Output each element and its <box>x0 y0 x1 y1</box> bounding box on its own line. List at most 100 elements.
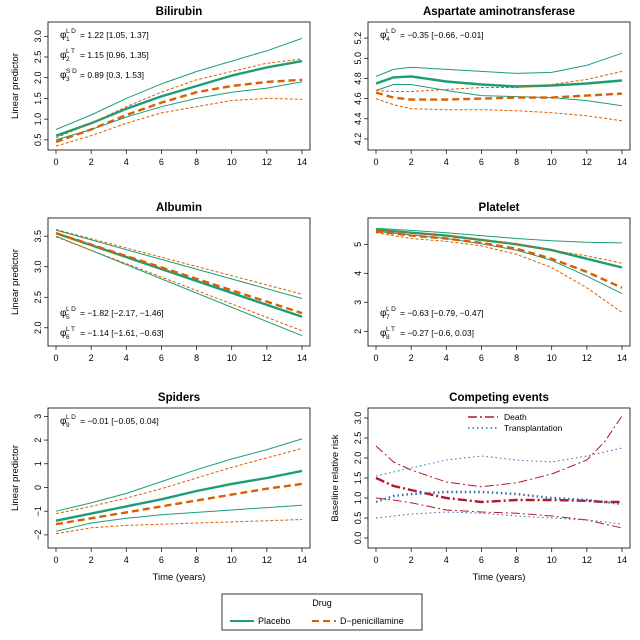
x-tick-label: 14 <box>297 555 307 565</box>
series-line-dpen-lower <box>55 236 303 332</box>
x-tick-label: 14 <box>617 157 627 167</box>
y-tick-label: 0.5 <box>33 134 43 147</box>
x-tick-label: 14 <box>297 353 307 363</box>
series-line-placebo-estimate <box>375 75 623 88</box>
x-tick-label: 12 <box>582 157 592 167</box>
x-tick-label: 2 <box>409 555 414 565</box>
series-line-dpen-upper <box>55 447 303 515</box>
y-tick-label: 3.5 <box>33 230 43 243</box>
annotation-superscript: L T <box>66 326 75 333</box>
x-tick-label: 8 <box>194 353 199 363</box>
x-tick-label: 2 <box>409 353 414 363</box>
series-line-dpen-lower <box>375 98 623 122</box>
x-tick-label: 14 <box>617 555 627 565</box>
series-line-placebo-upper <box>55 438 303 512</box>
x-tick-label: 6 <box>479 157 484 167</box>
y-tick-label: 3 <box>353 300 363 305</box>
plot-frame <box>47 21 311 151</box>
annotation-superscript: L T <box>386 326 395 333</box>
x-tick-label: 2 <box>409 157 414 167</box>
y-tick-label: 2.0 <box>33 322 43 335</box>
annotation-symbol: φ <box>60 416 67 427</box>
series-line-dpen-estimate <box>55 482 303 526</box>
y-tick-label: 5 <box>353 242 363 247</box>
annotation-symbol: φ <box>60 50 67 61</box>
annotation-subscript: 6 <box>66 334 70 341</box>
annotation-text: = 0.89 [0.3, 1.53] <box>80 70 144 80</box>
x-tick-label: 8 <box>194 157 199 167</box>
legend-box <box>221 593 423 631</box>
x-tick-label: 10 <box>547 555 557 565</box>
annotation-subscript: 2 <box>66 56 70 63</box>
annotation-symbol: φ <box>60 30 67 41</box>
series-line-dpen-upper <box>55 229 303 295</box>
y-tick-label: 2.0 <box>353 452 363 465</box>
y-tick-label: 2.5 <box>33 291 43 304</box>
y-tick-label: 0.0 <box>353 532 363 545</box>
x-tick-label: 6 <box>159 157 164 167</box>
series-line-transplant-estimate <box>375 490 623 506</box>
x-axis-label: Time (years) <box>153 572 206 583</box>
y-tick-label: 2.5 <box>33 51 43 64</box>
series-line-placebo-estimate <box>55 59 303 137</box>
x-tick-label: 0 <box>373 555 378 565</box>
y-tick-label: 3.0 <box>353 412 363 425</box>
y-tick-label: 1.5 <box>33 92 43 105</box>
series-line-dpen-estimate <box>375 91 623 101</box>
annotation-symbol: φ <box>380 30 387 41</box>
annotation-subscript: 8 <box>386 334 390 341</box>
annotation-superscript: L T <box>66 48 75 55</box>
plot-frame <box>47 217 311 347</box>
y-tick-label: 0 <box>33 485 43 490</box>
annotation-text: = −0.35 [−0.66, −0.01] <box>400 30 484 40</box>
annotation-symbol: φ <box>380 328 387 339</box>
series-line-placebo-estimate <box>55 469 303 522</box>
x-tick-label: 0 <box>373 157 378 167</box>
annotation-text: = −0.63 [−0.79, −0.47] <box>400 308 484 318</box>
panel-title: Platelet <box>479 202 520 214</box>
legend-label-dpen: D−penicillamine <box>340 616 404 626</box>
annotation-symbol: φ <box>60 308 67 319</box>
y-tick-label: 0.5 <box>353 512 363 525</box>
annotation-superscript: L D <box>66 414 76 421</box>
series-line-placebo-upper <box>375 227 623 244</box>
x-tick-label: 10 <box>227 555 237 565</box>
legend-title: Drug <box>312 598 332 608</box>
y-tick-label: −2 <box>33 530 43 540</box>
x-tick-label: 8 <box>514 157 519 167</box>
drug-legend: Drug Placebo D−penicillamine <box>221 593 423 631</box>
annotation-subscript: 5 <box>66 314 70 321</box>
annotation-subscript: 9 <box>66 422 70 429</box>
x-tick-label: 2 <box>89 353 94 363</box>
annotation-text: = 1.15 [0.96, 1.35] <box>80 50 149 60</box>
series-line-dpen-estimate <box>55 78 303 144</box>
y-tick-label: 1.0 <box>353 492 363 505</box>
x-tick-label: 6 <box>159 353 164 363</box>
y-axis-label: Linear predictor <box>10 53 21 119</box>
y-tick-label: 2.5 <box>353 432 363 445</box>
annotation-text: = −0.01 [−0.05, 0.04] <box>80 416 159 426</box>
x-tick-label: 2 <box>89 157 94 167</box>
series-line-placebo-upper <box>55 37 303 130</box>
panel-title: Competing events <box>449 392 549 404</box>
x-tick-label: 12 <box>262 555 272 565</box>
plot-frame <box>367 217 631 347</box>
panel-title: Albumin <box>156 202 202 214</box>
x-tick-label: 10 <box>227 157 237 167</box>
annotation-superscript: L D <box>386 28 396 35</box>
series-line-placebo-estimate <box>55 232 303 318</box>
y-tick-label: 4.6 <box>353 92 363 105</box>
plot-frame <box>47 407 311 549</box>
legend-label-death: Death <box>504 412 527 422</box>
annotation-subscript: 4 <box>386 36 390 43</box>
annotation-subscript: 3 <box>66 76 70 83</box>
x-tick-label: 4 <box>124 555 129 565</box>
